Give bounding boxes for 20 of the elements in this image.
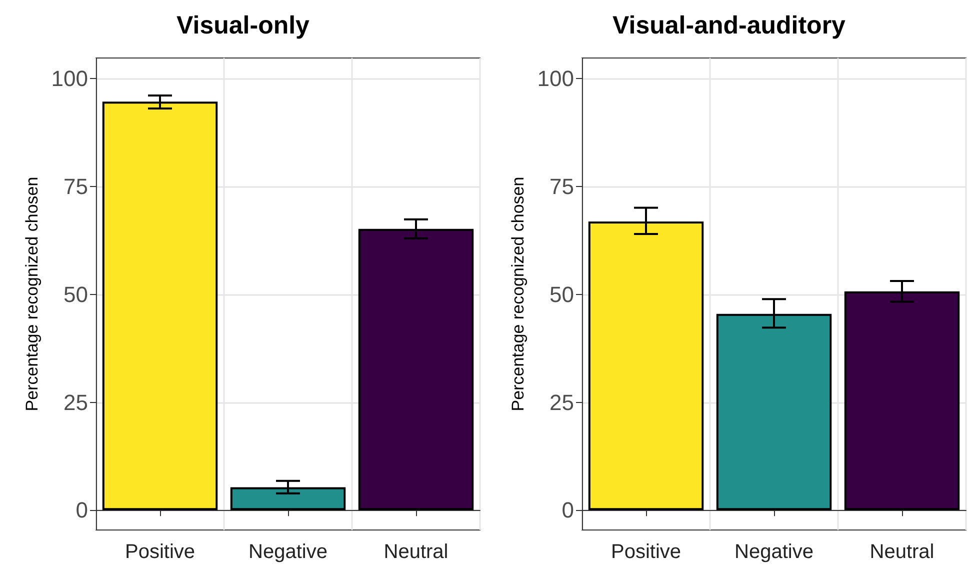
chart-title: Visual-and-auditory xyxy=(612,12,846,40)
x-tick-label: Neutral xyxy=(870,541,934,563)
x-tick-label: Positive xyxy=(610,541,682,563)
y-tick-label: 75 xyxy=(64,174,88,200)
y-tick-label: 0 xyxy=(562,498,574,523)
y-tick-label: 50 xyxy=(550,282,574,307)
x-tick-label: Negative xyxy=(734,541,814,563)
y-tick-label: 25 xyxy=(64,390,88,415)
y-tick-label: 100 xyxy=(51,66,88,92)
x-tick-label: Positive xyxy=(124,541,196,563)
y-tick-label: 100 xyxy=(537,66,574,92)
y-tick-label: 0 xyxy=(76,498,88,523)
y-tick-label: 50 xyxy=(64,282,88,307)
x-tick-label: Neutral xyxy=(384,541,448,563)
y-axis-title: Percentage recognized chosen xyxy=(22,176,42,412)
chart-title: Visual-only xyxy=(176,12,310,40)
y-axis-title: Percentage recognized chosen xyxy=(508,176,528,412)
x-tick-label: Negative xyxy=(248,541,328,563)
y-tick-label: 75 xyxy=(550,174,574,200)
y-tick-label: 25 xyxy=(550,390,574,415)
